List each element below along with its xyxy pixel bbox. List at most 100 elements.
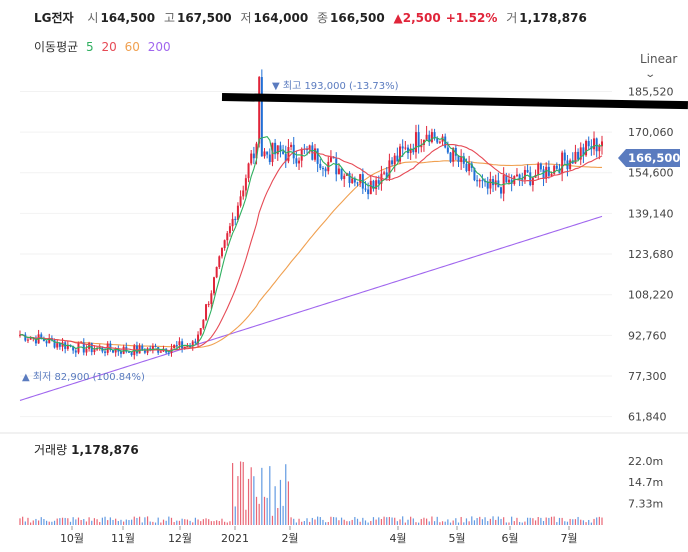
volume-bar — [521, 522, 523, 525]
candle-body — [385, 172, 388, 179]
candle-body — [582, 147, 585, 156]
volume-bar — [375, 519, 377, 525]
volume-bar — [213, 521, 215, 525]
candle-body — [308, 145, 311, 150]
volume-bar — [247, 478, 250, 525]
volume-bar — [367, 522, 369, 525]
candle-body — [553, 165, 556, 174]
time-tick-label: 6월 — [501, 532, 518, 545]
ma60-legend[interactable]: 60 — [124, 40, 140, 54]
candle-body — [220, 248, 223, 257]
volume-bar — [224, 521, 226, 525]
candle-body — [40, 334, 43, 339]
volume-bar — [590, 522, 592, 525]
volume-bar — [45, 520, 48, 525]
volume-bar — [452, 520, 454, 525]
volume-bar — [279, 479, 282, 525]
time-tick-label: 12월 — [168, 532, 192, 545]
volume-bar — [290, 517, 292, 525]
volume-bar — [255, 496, 258, 525]
volume-bar — [120, 519, 122, 525]
volume-bar — [338, 520, 340, 525]
ma20-legend[interactable]: 20 — [101, 40, 117, 54]
volume-bar — [200, 521, 202, 525]
candle-body — [114, 349, 117, 353]
volume-bar — [295, 522, 297, 525]
candle-body — [348, 172, 351, 184]
volume-bar — [261, 467, 263, 525]
candle-body — [292, 144, 295, 159]
high-label: 고 — [163, 11, 175, 25]
candle-body — [56, 343, 59, 348]
close-label: 종 — [317, 11, 329, 25]
candle-body — [239, 196, 242, 206]
candle-body — [465, 163, 468, 172]
current-price-tag: 166,500 — [618, 149, 680, 167]
volume-bar — [136, 517, 138, 525]
candle-body — [316, 148, 319, 164]
volume-bar — [410, 516, 412, 525]
candle-body — [428, 134, 431, 143]
volume-bar — [566, 521, 569, 525]
ma5-legend[interactable]: 5 — [86, 40, 94, 54]
candle-body — [492, 179, 495, 186]
scale-mode-dropdown[interactable]: Linear ⌄ — [640, 52, 688, 80]
volume-tick-label: 7.33m — [628, 498, 663, 511]
volume-bar — [330, 516, 332, 525]
volume-bar — [463, 522, 465, 525]
scale-mode-label: Linear — [640, 52, 678, 66]
candle-body — [186, 345, 189, 347]
ma200-legend[interactable]: 200 — [147, 40, 171, 54]
volume-bar — [133, 516, 135, 525]
volume-bar — [229, 521, 231, 525]
candle-body — [414, 132, 417, 153]
min-price-annotation: ▲ 최저 82,900 (100.84%) — [22, 371, 145, 383]
candle-body — [401, 146, 404, 149]
candle-body — [154, 346, 157, 348]
volume-bar — [178, 520, 181, 525]
volume-bar — [593, 518, 595, 525]
candle-body — [24, 334, 27, 341]
candle-body — [526, 169, 529, 173]
ma-label: 이동평균 — [34, 40, 79, 54]
volume-bar — [258, 503, 260, 525]
volume-bar — [83, 519, 85, 525]
candle-body — [569, 160, 572, 170]
volume-bar — [465, 518, 468, 525]
drawn-trendline[interactable] — [221, 93, 688, 110]
candle-body — [19, 334, 21, 336]
volume-bar — [51, 521, 53, 525]
volume-bar — [526, 517, 529, 525]
volume-bar — [245, 509, 247, 525]
candle-body — [189, 345, 192, 347]
moving-average-legend: 이동평균 5 20 60 200 — [34, 38, 175, 55]
volume-bar — [287, 481, 290, 525]
candle-body — [202, 319, 205, 329]
candle-body — [260, 77, 263, 157]
candle-body — [359, 174, 362, 183]
volume-bar — [282, 505, 284, 525]
candle-body — [306, 149, 309, 151]
volume-bar — [380, 518, 383, 525]
volume-bar — [449, 522, 452, 525]
candle-body — [356, 182, 359, 184]
ma5-line — [19, 135, 603, 353]
candle-body — [460, 156, 463, 162]
candle-body — [58, 343, 61, 347]
candle-body — [191, 341, 194, 347]
candle-body — [500, 187, 503, 194]
volume-bar — [484, 517, 486, 525]
volume-bar — [72, 517, 74, 525]
candle-body — [417, 132, 420, 148]
volume-bar — [154, 522, 157, 525]
candle-body — [332, 157, 335, 159]
volume-bar — [396, 521, 398, 525]
candle-body — [449, 152, 452, 162]
volume-bar — [226, 522, 228, 525]
volume-bar — [88, 517, 90, 525]
candle-body — [430, 132, 433, 143]
volume-bar — [205, 518, 207, 525]
volume-bar — [38, 520, 40, 525]
change-value: ▲2,500 — [393, 11, 441, 25]
